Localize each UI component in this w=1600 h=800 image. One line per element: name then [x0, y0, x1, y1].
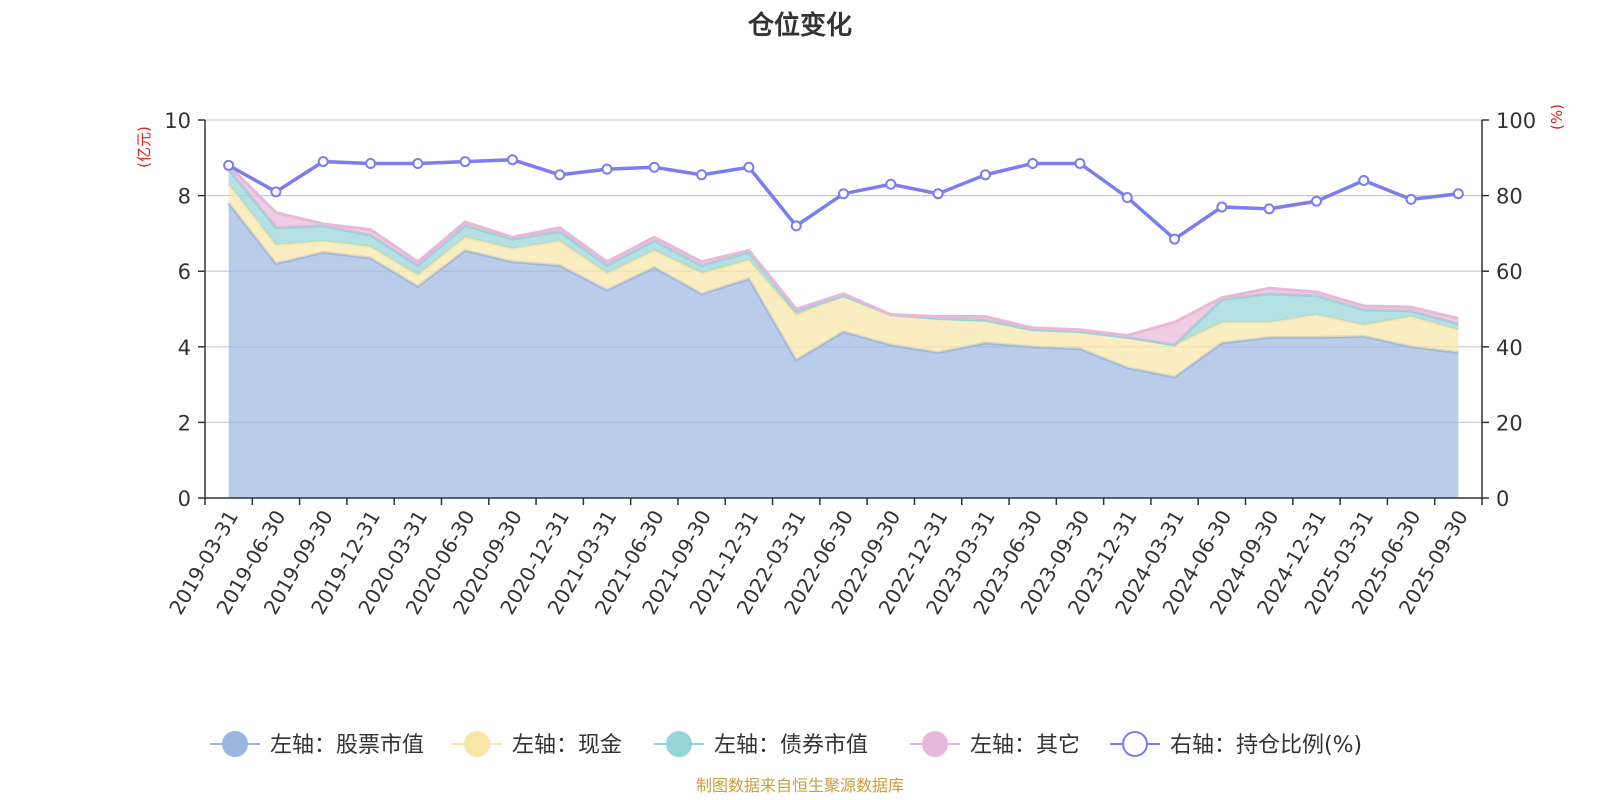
legend-marker [464, 731, 490, 757]
right-tick-label: 20 [1496, 411, 1523, 435]
left-tick-label: 4 [178, 336, 191, 360]
right-axis-unit: (%) [1548, 104, 1566, 130]
legend-item-4[interactable]: 左轴：其它 [910, 731, 1080, 758]
ratio-point [648, 161, 660, 173]
area-series-4-edge [227, 164, 1459, 337]
ratio-point [223, 159, 235, 171]
legend-marker [666, 731, 692, 757]
stacked-areas [227, 164, 1459, 498]
ratio-line-path [227, 157, 1459, 242]
ratio-point [696, 169, 708, 181]
ratio-point [932, 188, 944, 200]
left-tick-label: 0 [178, 487, 191, 511]
ratio-point [506, 154, 518, 166]
legend-label: 左轴：其它 [970, 733, 1080, 758]
data-source-note: 制图数据来自恒生聚源数据库 [696, 776, 904, 795]
chart-title: 仓位变化 [747, 10, 852, 41]
right-tick-label: 100 [1496, 109, 1536, 133]
right-tick-label: 60 [1496, 260, 1523, 284]
left-tick-label: 6 [178, 260, 191, 284]
legend-marker [222, 731, 248, 757]
legend-marker [922, 731, 948, 757]
ratio-point [1310, 195, 1322, 207]
left-tick-label: 8 [178, 185, 191, 209]
ratio-point [365, 157, 377, 169]
ratio-point [1452, 188, 1464, 200]
ratio-point [885, 178, 897, 190]
ratio-point [412, 157, 424, 169]
ratio-point [743, 161, 755, 173]
legend-item-5[interactable]: 右轴：持仓比例(%) [1110, 731, 1362, 758]
legend-label: 左轴：债券市值 [714, 733, 868, 758]
ratio-point [790, 220, 802, 232]
left-tick-label: 2 [178, 411, 191, 435]
legend[interactable]: 左轴：股票市值 左轴：现金 左轴：债券市值 左轴：其它 右轴：持仓比例(%) [210, 731, 1362, 758]
left-axis-unit: (亿元) [135, 126, 153, 168]
ratio-point [1405, 193, 1417, 205]
ratio-point [1121, 191, 1133, 203]
holding-ratio-line [223, 154, 1464, 245]
ratio-point [1074, 157, 1086, 169]
ratio-point [1027, 157, 1039, 169]
ratio-point [554, 169, 566, 181]
ratio-point [979, 169, 991, 181]
legend-label: 左轴：现金 [512, 733, 622, 758]
ratio-point [1216, 201, 1228, 213]
right-tick-label: 40 [1496, 336, 1523, 360]
right-tick-label: 0 [1496, 487, 1509, 511]
left-tick-label: 10 [164, 109, 191, 133]
legend-item-3[interactable]: 左轴：债券市值 [654, 731, 868, 758]
legend-label: 左轴：股票市值 [270, 733, 424, 758]
ratio-point [601, 163, 613, 175]
ratio-point [1358, 174, 1370, 186]
legend-item-2[interactable]: 左轴：现金 [452, 731, 622, 758]
legend-marker [1122, 731, 1148, 757]
legend-label: 右轴：持仓比例(%) [1170, 733, 1362, 758]
legend-item-1[interactable]: 左轴：股票市值 [210, 731, 424, 758]
ratio-point [1169, 233, 1181, 245]
ratio-point [838, 188, 849, 200]
ratio-point [317, 156, 329, 168]
area-series-1 [228, 203, 1459, 498]
ratio-point [270, 186, 282, 198]
ratio-point [1263, 203, 1275, 215]
right-tick-label: 80 [1496, 185, 1523, 209]
ratio-point [459, 156, 471, 168]
